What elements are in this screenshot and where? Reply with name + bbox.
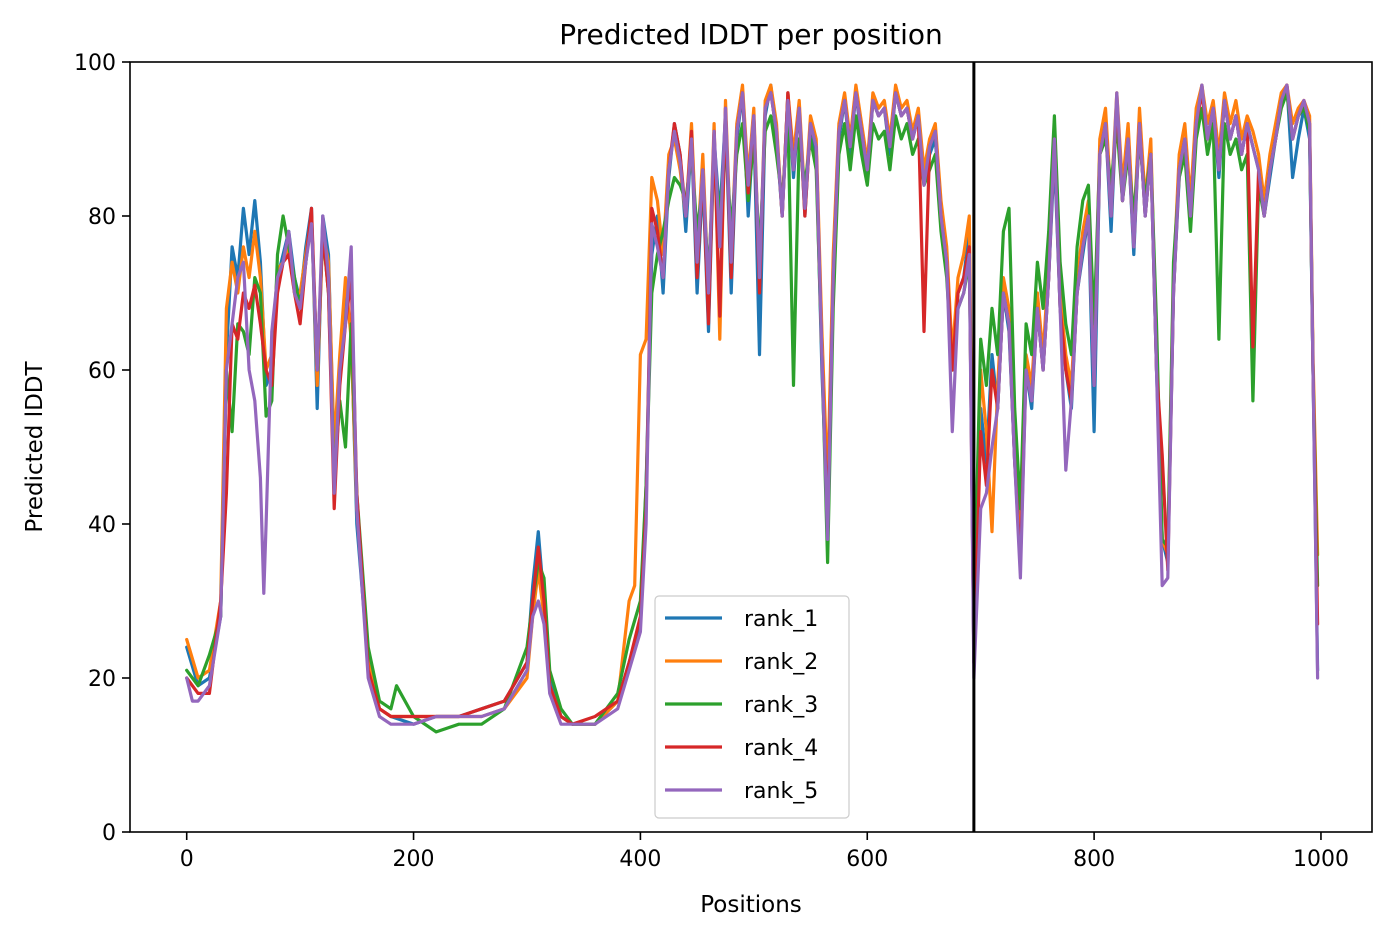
y-axis-label: Predicted lDDT (22, 360, 48, 532)
legend-box (654, 595, 850, 819)
x-axis-label: Positions (700, 892, 802, 918)
x-tick-label: 400 (619, 847, 661, 872)
legend-label-rank_5: rank_5 (744, 779, 818, 804)
y-tick-label: 80 (88, 205, 116, 230)
series-layer (185, 83, 1320, 734)
legend-label-rank_2: rank_2 (744, 650, 818, 675)
y-tick-label: 60 (88, 359, 116, 384)
plot-area: 0 200 400 600 800 1000 0 20 40 60 80 100 (74, 51, 1373, 872)
legend-label-rank_4: rank_4 (744, 736, 818, 761)
y-tick-label: 40 (88, 513, 116, 538)
chart-title: Predicted lDDT per position (559, 18, 943, 51)
y-tick-label: 0 (102, 821, 116, 846)
x-tick-label: 1000 (1293, 847, 1349, 872)
plot-frame (129, 61, 1373, 833)
legend: rank_1 rank_2 rank_3 rank_4 rank_5 (654, 595, 850, 819)
x-tick-label: 800 (1073, 847, 1115, 872)
x-axis-ticks: 0 200 400 600 800 1000 (180, 832, 1349, 872)
legend-label-rank_1: rank_1 (744, 607, 818, 632)
y-tick-label: 20 (88, 667, 116, 692)
x-tick-label: 200 (393, 847, 435, 872)
y-tick-label: 100 (74, 51, 116, 76)
legend-label-rank_3: rank_3 (744, 693, 818, 718)
series-line-rank_5 (185, 83, 1320, 726)
x-tick-label: 0 (180, 847, 194, 872)
y-axis-ticks: 0 20 40 60 80 100 (74, 51, 130, 846)
x-tick-label: 600 (846, 847, 888, 872)
